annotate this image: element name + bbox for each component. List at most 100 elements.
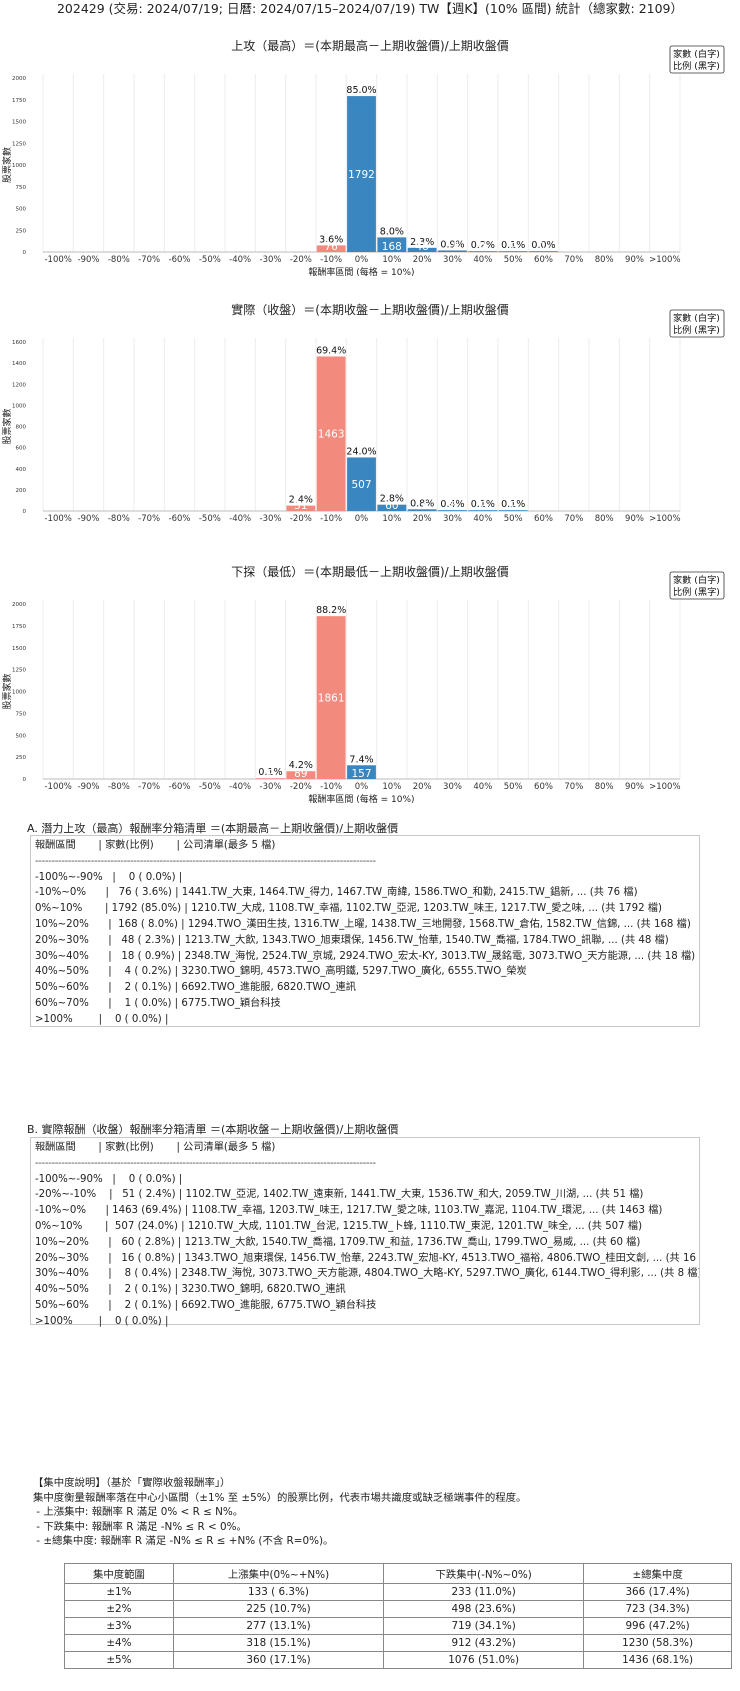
x-tick-label: -90%	[78, 255, 100, 265]
y-tick-label: 1200	[12, 382, 26, 388]
x-tick-label: 40%	[473, 514, 492, 524]
bin-row: 50%~60% | 2 ( 0.1%) | 6692.TWO_進能服, 6775…	[35, 1299, 377, 1311]
x-tick-label: -100%	[44, 514, 71, 524]
x-tick-label: 40%	[473, 782, 492, 792]
x-tick-label: -50%	[199, 255, 221, 265]
concentration-title: 【集中度說明】（基於「實際收盤報酬率」）	[33, 1477, 231, 1489]
bar-pct-label: 69.4%	[316, 345, 346, 356]
x-tick-label: 70%	[564, 255, 583, 265]
y-axis-label: 股票家數	[1, 147, 13, 183]
concentration-row: ±5% 360 (17.1%) 1076 (51.0%) 1436 (68.1%)	[64, 1651, 732, 1669]
bar-pct-label: 4.2%	[289, 760, 313, 771]
concentration-cell: 912 (43.2%)	[383, 1634, 585, 1652]
bin-row: 10%~20% | 60 ( 2.8%) | 1213.TW_大飲, 1540.…	[35, 1236, 641, 1248]
x-tick-label: -10%	[320, 514, 342, 524]
bar-count-label: 18	[446, 241, 459, 253]
x-tick-label: -90%	[78, 782, 100, 792]
bar	[377, 237, 407, 252]
x-tick-label: 30%	[443, 782, 462, 792]
y-tick-label: 750	[16, 711, 27, 717]
header-cell: 集中度範圍	[64, 1563, 174, 1584]
bar	[407, 247, 437, 252]
bar-count-label: 157	[351, 768, 371, 780]
x-tick-label: -80%	[108, 782, 130, 792]
y-tick-label: 800	[16, 425, 27, 431]
bar-count-label: 2	[479, 500, 486, 512]
x-axis-label: 報酬率區間 (每格 = 10%)	[308, 266, 414, 278]
x-tick-label: 70%	[564, 782, 583, 792]
bar-pct-label: 2.4%	[289, 495, 313, 506]
x-axis-label: 報酬率區間 (每格 = 10%)	[308, 793, 414, 805]
chart-title: 下探（最低）＝(本期最低－上期收盤價)/上期收盤價	[231, 565, 508, 579]
bar	[316, 245, 346, 252]
bar-count-label: 76	[324, 241, 338, 253]
bar	[438, 250, 467, 252]
bar-count-label: 89	[294, 768, 307, 780]
section-b-title: B. 實際報酬（收盤）報酬率分箱清單 ＝(本期收盤－上期收盤價)/上期收盤價	[27, 1123, 399, 1136]
y-tick-label: 500	[16, 733, 27, 739]
concentration-cell: ±5%	[64, 1651, 174, 1669]
chart-title: 實際（收盤）＝(本期收盤－上期收盤價)/上期收盤價	[231, 302, 508, 317]
concentration-cell: 360 (17.1%)	[172, 1651, 385, 1669]
y-tick-label: 400	[16, 467, 27, 473]
x-tick-label: 0%	[355, 514, 369, 524]
x-tick-label: 20%	[413, 514, 432, 524]
y-tick-label: 200	[16, 488, 27, 494]
y-tick-label: 0	[23, 250, 27, 256]
x-tick-label: >100%	[649, 514, 680, 524]
bin-row: -100%~-90% | 0 ( 0.0%) |	[35, 871, 183, 883]
x-tick-label: -80%	[108, 514, 130, 524]
chart-title: 上攻（最高）＝(本期最高－上期收盤價)/上期收盤價	[231, 38, 508, 53]
header-cell: 下跌集中(-N%~0%)	[383, 1563, 585, 1584]
page-title: 202429 (交易: 2024/07/19; 日曆: 2024/07/15–2…	[56, 1, 684, 16]
x-tick-label: -60%	[169, 514, 191, 524]
concentration-line: - 下跌集中: 報酬率 R 滿足 -N% ≤ R < 0%。	[33, 1520, 247, 1533]
concentration-cell: 225 (10.7%)	[172, 1600, 385, 1618]
bar-count-label: 51	[294, 500, 307, 512]
bin-row: -100%~-90% | 0 ( 0.0%) |	[35, 1173, 183, 1185]
bar-pct-label: 0.4%	[440, 499, 464, 510]
bar-pct-label: 0.1%	[258, 767, 282, 778]
concentration-cell: 1230 (58.3%)	[583, 1634, 732, 1652]
bin-row: 0%~10% | 1792 (85.0%) | 1210.TW_大成, 1108…	[35, 903, 662, 915]
x-tick-label: 90%	[625, 514, 644, 524]
x-tick-label: 60%	[534, 255, 553, 265]
x-tick-label: 0%	[355, 782, 369, 792]
bar-count-label: 60	[385, 500, 398, 512]
chart-close: 實際（收盤）＝(本期收盤－上期收盤價)/上期收盤價 0 200 400 600 800 10…	[1, 302, 725, 524]
y-tick-label: 0	[23, 777, 27, 783]
section-a-separator: ----------------------------------------…	[35, 855, 376, 867]
x-tick-label: 80%	[595, 255, 614, 265]
bar	[256, 778, 285, 779]
bar	[377, 504, 407, 511]
bar	[498, 510, 528, 511]
bar	[316, 616, 346, 779]
bar-pct-label: 2.8%	[380, 494, 404, 505]
bar-pct-label: 0.1%	[471, 499, 495, 510]
y-tick-label: 250	[16, 228, 27, 234]
concentration-cell: 133 ( 6.3%)	[172, 1583, 385, 1601]
bin-row: >100% | 0 ( 0.0%) |	[35, 1315, 169, 1327]
bin-row: -10%~0% | 76 ( 3.6%) | 1441.TW_大東, 1464.…	[35, 887, 638, 899]
bar-count-label: 16	[415, 500, 429, 512]
concentration-line: - ±總集中度: 報酬率 R 滿足 -N% ≤ R ≤ +N% (不含 R=0%…	[33, 1535, 334, 1547]
x-tick-label: -40%	[229, 514, 251, 524]
legend-box	[669, 45, 725, 74]
concentration-cell: ±2%	[64, 1600, 174, 1618]
concentration-line: 集中度衡量報酬率落在中心小區間（±1% 至 ±5%）的股票比例，代表市場共識度或…	[33, 1491, 527, 1504]
concentration-cell: 996 (47.2%)	[583, 1617, 732, 1635]
x-tick-label: 0%	[355, 255, 369, 265]
x-tick-label: -60%	[169, 782, 191, 792]
bar	[438, 510, 467, 511]
bar-count-label: 2	[510, 241, 517, 253]
x-tick-label: -100%	[44, 255, 71, 265]
bar-pct-label: 85.0%	[346, 85, 376, 96]
bar-pct-label: 0.9%	[440, 239, 464, 250]
concentration-row: ±4% 318 (15.1%) 912 (43.2%) 1230 (58.3%)	[64, 1634, 732, 1652]
x-tick-label: 50%	[504, 782, 523, 792]
concentration-cell: 723 (34.3%)	[583, 1600, 732, 1618]
chart-legend: 家數 (白字)比例 (黑字)	[669, 309, 725, 338]
concentration-cell: 1436 (68.1%)	[583, 1651, 732, 1669]
x-tick-label: >100%	[649, 255, 680, 265]
x-tick-label: 40%	[473, 255, 492, 265]
